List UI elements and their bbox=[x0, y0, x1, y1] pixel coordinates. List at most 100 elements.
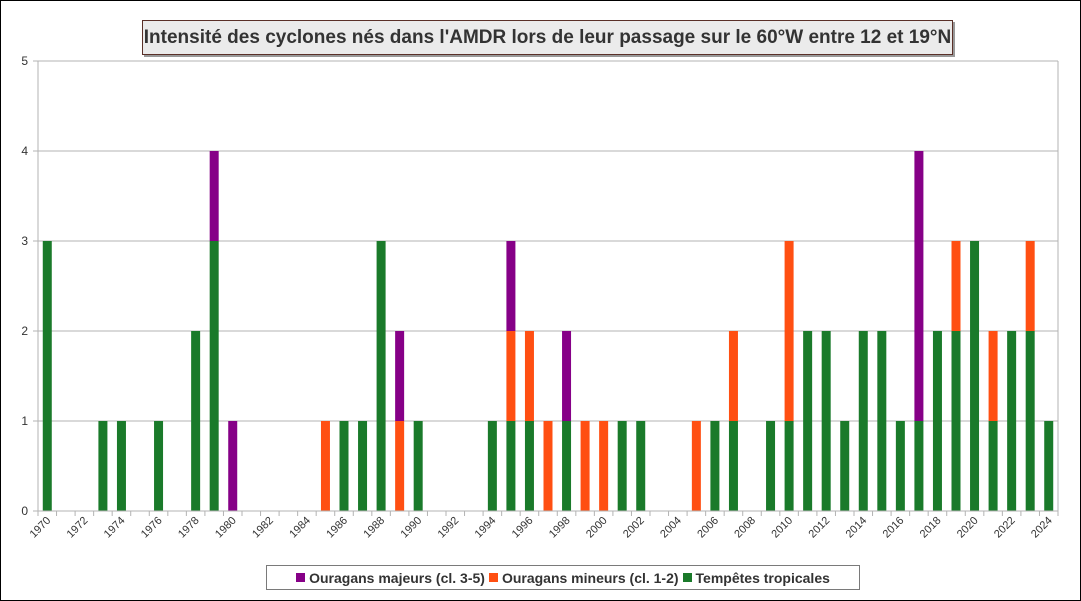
x-tick-label: 1998 bbox=[547, 515, 573, 541]
bar-temp-tes-tropicales-2007 bbox=[728, 421, 738, 511]
bar-ouragans-mineurs-cl-1-2-2021 bbox=[988, 331, 998, 421]
bar-series bbox=[42, 151, 1054, 511]
x-tick-label: 2024 bbox=[1029, 515, 1055, 541]
x-tick-label: 1992 bbox=[436, 515, 462, 541]
x-axis: 1970 1972 1974 1976 1978 1980 1982 1984 1986 1988… bbox=[28, 510, 1059, 541]
bar-ouragans-mineurs-cl-1-2-1989 bbox=[395, 421, 405, 511]
bar-ouragans-majeurs-cl-3-5-1979 bbox=[209, 151, 219, 241]
bar-temp-tes-tropicales-2022 bbox=[1007, 331, 1017, 511]
legend-item-minor: Ouragans mineurs (cl. 1-2) bbox=[488, 569, 679, 586]
bar-temp-tes-tropicales-1987 bbox=[358, 421, 368, 511]
x-tick-label: 1970 bbox=[28, 515, 54, 541]
bar-temp-tes-tropicales-1996 bbox=[524, 421, 534, 511]
bar-temp-tes-tropicales-2023 bbox=[1025, 331, 1035, 511]
bar-temp-tes-tropicales-2002 bbox=[636, 421, 646, 511]
bar-ouragans-majeurs-cl-3-5-1989 bbox=[395, 331, 405, 421]
x-tick-label: 2014 bbox=[844, 515, 870, 541]
x-tick-label: 1976 bbox=[139, 515, 165, 541]
x-tick-label: 1984 bbox=[287, 515, 313, 541]
bar-temp-tes-tropicales-1973 bbox=[98, 421, 108, 511]
bar-ouragans-majeurs-cl-3-5-1998 bbox=[562, 331, 572, 421]
y-tick-label: 3 bbox=[21, 234, 28, 248]
bar-temp-tes-tropicales-2001 bbox=[617, 421, 627, 511]
bar-temp-tes-tropicales-2011 bbox=[803, 331, 813, 511]
bar-temp-tes-tropicales-1978 bbox=[191, 331, 201, 511]
x-tick-label: 1978 bbox=[176, 515, 202, 541]
bar-ouragans-mineurs-cl-1-2-1995 bbox=[506, 331, 516, 421]
bar-temp-tes-tropicales-2024 bbox=[1044, 421, 1054, 511]
bar-temp-tes-tropicales-1988 bbox=[376, 241, 386, 511]
bar-temp-tes-tropicales-2016 bbox=[895, 421, 905, 511]
y-tick-label: 0 bbox=[21, 504, 28, 518]
x-tick-label: 1988 bbox=[361, 515, 387, 541]
bar-ouragans-mineurs-cl-1-2-2023 bbox=[1025, 241, 1035, 331]
bar-temp-tes-tropicales-1979 bbox=[209, 241, 219, 511]
bar-temp-tes-tropicales-1994 bbox=[487, 421, 497, 511]
bar-temp-tes-tropicales-1974 bbox=[116, 421, 126, 511]
y-tick-label: 1 bbox=[21, 414, 28, 428]
x-tick-label: 2012 bbox=[807, 515, 833, 541]
y-tick-label: 2 bbox=[21, 324, 28, 338]
y-axis: 0 1 2 3 4 5 bbox=[21, 54, 38, 518]
bar-temp-tes-tropicales-2020 bbox=[970, 241, 980, 511]
x-tick-label: 2022 bbox=[992, 515, 1018, 541]
bar-ouragans-majeurs-cl-3-5-2017 bbox=[914, 151, 924, 421]
legend-swatch-major bbox=[296, 573, 306, 582]
legend-label-major: Ouragans majeurs (cl. 3-5) bbox=[309, 569, 485, 586]
y-tick-label: 4 bbox=[21, 144, 28, 158]
bar-ouragans-mineurs-cl-1-2-2007 bbox=[728, 331, 738, 421]
bar-ouragans-mineurs-cl-1-2-1997 bbox=[543, 421, 553, 511]
bar-temp-tes-tropicales-1998 bbox=[562, 421, 572, 511]
legend-swatch-storm bbox=[682, 573, 692, 582]
bar-temp-tes-tropicales-2018 bbox=[932, 331, 942, 511]
bar-temp-tes-tropicales-1976 bbox=[154, 421, 164, 511]
chart-legend: Ouragans majeurs (cl. 3-5) Ouragans mine… bbox=[266, 565, 860, 590]
x-tick-label: 2000 bbox=[584, 515, 610, 541]
y-tick-label: 5 bbox=[21, 54, 28, 68]
bar-temp-tes-tropicales-1990 bbox=[413, 421, 423, 511]
bar-temp-tes-tropicales-2021 bbox=[988, 421, 998, 511]
x-tick-label: 1980 bbox=[213, 515, 239, 541]
bar-ouragans-mineurs-cl-1-2-2010 bbox=[784, 241, 794, 421]
bar-ouragans-mineurs-cl-1-2-1999 bbox=[580, 421, 590, 511]
x-tick-label: 2010 bbox=[769, 515, 795, 541]
bar-temp-tes-tropicales-1986 bbox=[339, 421, 349, 511]
x-tick-label: 1994 bbox=[473, 515, 499, 541]
bar-temp-tes-tropicales-1970 bbox=[42, 241, 52, 511]
x-tick-label: 1996 bbox=[510, 515, 536, 541]
bar-ouragans-mineurs-cl-1-2-2000 bbox=[599, 421, 609, 511]
bar-ouragans-majeurs-cl-3-5-1980 bbox=[228, 421, 238, 511]
bar-ouragans-mineurs-cl-1-2-1985 bbox=[320, 421, 330, 511]
bar-ouragans-mineurs-cl-1-2-1996 bbox=[524, 331, 534, 421]
bar-temp-tes-tropicales-2009 bbox=[766, 421, 776, 511]
bar-temp-tes-tropicales-2006 bbox=[710, 421, 720, 511]
bar-temp-tes-tropicales-2014 bbox=[858, 331, 868, 511]
bar-temp-tes-tropicales-2015 bbox=[877, 331, 887, 511]
x-tick-label: 2002 bbox=[621, 515, 647, 541]
x-tick-label: 2008 bbox=[732, 515, 758, 541]
legend-item-storm: Tempêtes tropicales bbox=[682, 569, 830, 586]
legend-item-major: Ouragans majeurs (cl. 3-5) bbox=[296, 570, 485, 586]
x-tick-label: 1982 bbox=[250, 515, 276, 541]
legend-label-minor: Ouragans mineurs (cl. 1-2) bbox=[501, 569, 679, 586]
legend-swatch-minor bbox=[488, 573, 498, 582]
bar-temp-tes-tropicales-2017 bbox=[914, 421, 924, 511]
x-tick-label: 2006 bbox=[695, 515, 721, 541]
bar-temp-tes-tropicales-2012 bbox=[821, 331, 831, 511]
x-tick-label: 2016 bbox=[881, 515, 907, 541]
x-tick-label: 1990 bbox=[399, 515, 425, 541]
bar-temp-tes-tropicales-2013 bbox=[840, 421, 850, 511]
x-tick-label: 1972 bbox=[65, 515, 91, 541]
bar-ouragans-majeurs-cl-3-5-1995 bbox=[506, 241, 516, 331]
chart-title: Intensité des cyclones nés dans l'AMDR l… bbox=[142, 20, 953, 55]
bar-ouragans-mineurs-cl-1-2-2005 bbox=[691, 421, 701, 511]
x-tick-label: 2004 bbox=[658, 515, 684, 541]
bar-ouragans-mineurs-cl-1-2-2019 bbox=[951, 241, 961, 331]
legend-label-storm: Tempêtes tropicales bbox=[695, 569, 830, 586]
x-tick-label: 1986 bbox=[324, 515, 350, 541]
x-tick-label: 2020 bbox=[955, 515, 981, 541]
x-tick-label: 1974 bbox=[102, 515, 128, 541]
x-tick-label: 2018 bbox=[918, 515, 944, 541]
bar-temp-tes-tropicales-2019 bbox=[951, 331, 961, 511]
